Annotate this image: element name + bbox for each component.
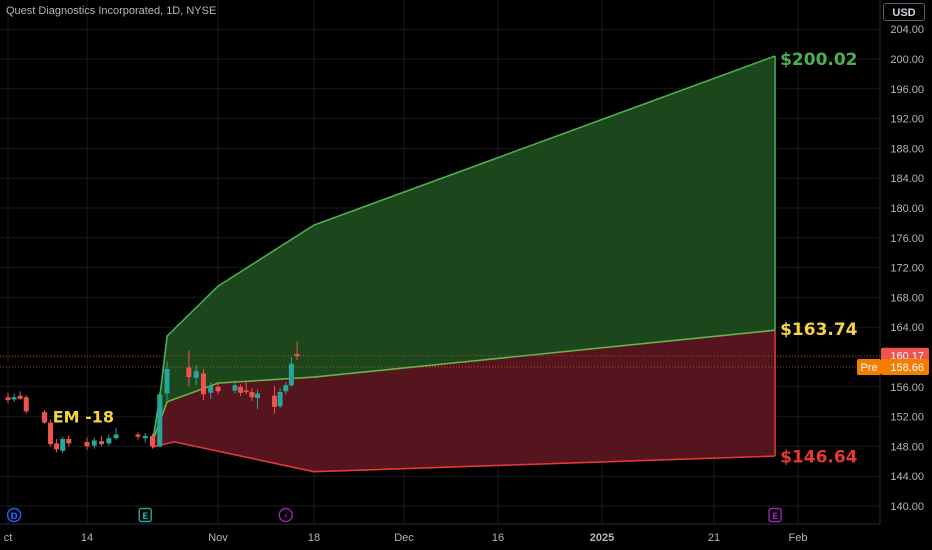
candle-body [41, 412, 47, 423]
candle-body [238, 386, 244, 393]
y-tick-label: 168.00 [890, 292, 924, 304]
candle-body [5, 397, 11, 401]
annotations: EM -18 $200.02 $163.74 $146.64 [0, 50, 880, 468]
candle-body [288, 363, 294, 386]
y-tick-label: 196.00 [890, 84, 924, 96]
y-tick-label: 144.00 [890, 471, 924, 483]
x-tick-label: Dec [394, 532, 414, 544]
candle-body [294, 354, 300, 357]
event-marker-glyph: E [772, 512, 778, 522]
candle-body [249, 392, 255, 398]
candle-body [23, 397, 29, 412]
x-tick-label: Feb [789, 532, 808, 544]
candle-body [243, 390, 249, 393]
y-tick-label: 140.00 [890, 501, 924, 513]
candle-body [200, 373, 206, 395]
candle-body [84, 441, 90, 447]
candle-body [66, 438, 72, 444]
price-badge-text: 158.66 [890, 362, 924, 374]
earnings-marker-icon [768, 507, 782, 523]
y-tick-label: 188.00 [890, 143, 924, 155]
currency-button[interactable]: USD [883, 3, 925, 21]
x-axis[interactable]: ct 14 Nov 18 Dec 16 2025 21 Feb [4, 532, 808, 544]
split-marker-icon [278, 507, 293, 523]
candle-body [106, 438, 112, 444]
x-tick-label: ct [4, 532, 13, 544]
premarket-tag-text: Pre [860, 362, 877, 374]
candle-body [99, 441, 105, 445]
y-tick-label: 180.00 [890, 203, 924, 215]
candle-body [283, 385, 289, 392]
candle-body [215, 386, 221, 392]
y-tick-label: 200.00 [890, 54, 924, 66]
y-tick-label: 148.00 [890, 441, 924, 453]
y-tick-label: 176.00 [890, 233, 924, 245]
candle-body [208, 386, 214, 393]
premarket-price-badge [881, 358, 929, 375]
x-tick-label: 2025 [590, 532, 614, 544]
target-price-label: $146.64 [780, 448, 858, 468]
lower-band-area [152, 330, 776, 472]
candles [5, 341, 300, 454]
candle-body [271, 395, 277, 407]
candle-body [113, 434, 119, 439]
y-tick-label: 204.00 [890, 24, 924, 36]
lower-band-line [152, 441, 776, 473]
event-markers: D E ⚡ E [6, 507, 782, 523]
x-tick-label: 21 [708, 532, 720, 544]
candle-body [54, 443, 60, 450]
candle-body [277, 392, 283, 407]
y-tick-label: 164.00 [890, 322, 924, 334]
candle-body [255, 393, 261, 398]
candle-body [48, 422, 54, 445]
candle-body [91, 440, 97, 446]
candle-body [150, 435, 155, 447]
candle-body [60, 438, 66, 451]
y-tick-label: 184.00 [890, 173, 924, 185]
x-tick-label: 18 [308, 532, 320, 544]
candle-body [11, 397, 17, 400]
earnings-marker-icon [138, 507, 152, 523]
mid-band-line [151, 329, 776, 443]
event-marker-glyph: E [142, 512, 148, 522]
candle-body [193, 371, 199, 378]
candle-body [232, 385, 238, 391]
symbol-title: Quest Diagnostics Incorporated, 1D, NYSE [6, 5, 217, 17]
candle-body [142, 435, 148, 439]
em-label: EM -18 [53, 408, 114, 427]
candle-body [17, 395, 23, 399]
x-tick-label: 14 [81, 532, 93, 544]
x-tick-label: 16 [492, 532, 504, 544]
y-tick-label: 192.00 [890, 114, 924, 126]
y-tick-label: 172.00 [890, 263, 924, 275]
event-marker-glyph: D [10, 512, 17, 522]
candle-body [135, 434, 141, 437]
event-marker-glyph: ⚡ [283, 512, 289, 522]
expected-move-bands [151, 55, 776, 473]
target-price-label: $200.02 [780, 50, 857, 70]
x-tick-label: Nov [208, 532, 228, 544]
y-tick-label: 156.00 [890, 382, 924, 394]
y-tick-label: 152.00 [890, 412, 924, 424]
dividend-marker-icon [6, 507, 22, 523]
premarket-tag [857, 358, 881, 375]
candle-body [186, 367, 192, 378]
target-price-label: $163.74 [780, 320, 858, 340]
candle-body [164, 368, 170, 394]
candle-body [157, 394, 163, 447]
